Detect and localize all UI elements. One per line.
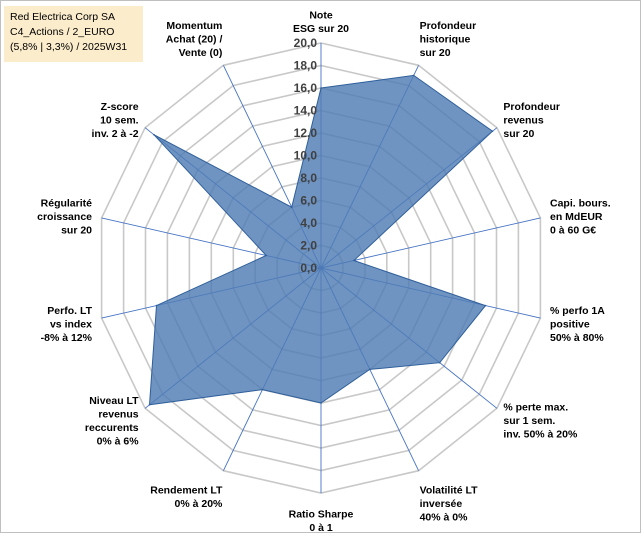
axis-label: Régularité croissance sur 20 — [37, 198, 92, 237]
tick-label: 14,0 — [294, 104, 318, 118]
tick-label: 20,0 — [294, 36, 318, 50]
tick-label: 2,0 — [300, 239, 317, 253]
tick-label: 18,0 — [294, 59, 318, 73]
info-category: C4_Actions / 2_EURO — [10, 26, 115, 38]
data-point — [261, 388, 264, 391]
axis-label: Z-score 10 sem. inv. 2 à -2 — [92, 101, 139, 140]
axis-label: Niveau LT revenus reccurents 0% à 6% — [85, 395, 139, 448]
axis-label: Momentum Achat (20) / Vente (0) — [166, 20, 223, 59]
data-point — [155, 304, 158, 307]
tick-label: 12,0 — [294, 126, 318, 140]
data-point — [369, 368, 371, 371]
axis-label: Profondeur historique sur 20 — [420, 20, 477, 59]
data-point — [320, 402, 322, 404]
radar-tick-labels: 0,0 2,0 4,0 6,0 8,0 10,0 12,0 14,0 16,0 18,0 20,0 — [294, 36, 318, 275]
axis-label: Capi. bours. en MdEUR 0 à 60 G€ — [550, 198, 611, 237]
data-point — [353, 259, 355, 262]
radar-axis-labels: Note ESG sur 20 Profondeur historique sur 20… — [37, 10, 611, 533]
data-point — [438, 361, 441, 364]
data-point — [265, 254, 268, 257]
tick-label: 8,0 — [300, 171, 317, 185]
data-point — [412, 74, 415, 77]
series-area — [148, 74, 494, 406]
tick-label: 0,0 — [300, 261, 317, 275]
tick-label: 10,0 — [294, 149, 318, 163]
axis-label: Rendement LT 0% à 20% — [150, 485, 223, 511]
data-point — [320, 87, 322, 89]
axis-label: Note ESG sur 20 — [293, 10, 349, 36]
data-point — [290, 206, 293, 208]
axis-label: Volatilité LT inversée 40% à 0% — [420, 485, 479, 524]
axis-label: Profondeur revenus sur 20 — [503, 101, 560, 140]
data-point — [153, 133, 155, 136]
data-point — [148, 404, 151, 406]
axis-label: % perte max. sur 1 sem. inv. 50% à 20% — [503, 402, 578, 441]
info-company: Red Electrica Corp SA — [10, 11, 116, 23]
info-box: Red Electrica Corp SA C4_Actions / 2_EUR… — [4, 6, 143, 62]
axis-label: Perfo. LT vs index -8% à 12% — [41, 305, 93, 344]
data-point — [484, 304, 487, 307]
data-point — [491, 130, 494, 132]
info-period: (5,8% | 3,3%) / 2025W31 — [10, 41, 128, 53]
axis-spoke — [320, 217, 541, 269]
axis-label: % perfo 1A positive 50% à 80% — [550, 305, 605, 344]
tick-label: 6,0 — [300, 194, 317, 208]
tick-label: 4,0 — [300, 216, 317, 230]
axis-label: Ratio Sharpe 0 à 1 — [289, 509, 354, 533]
radar-series — [148, 74, 494, 406]
tick-label: 16,0 — [294, 81, 318, 95]
